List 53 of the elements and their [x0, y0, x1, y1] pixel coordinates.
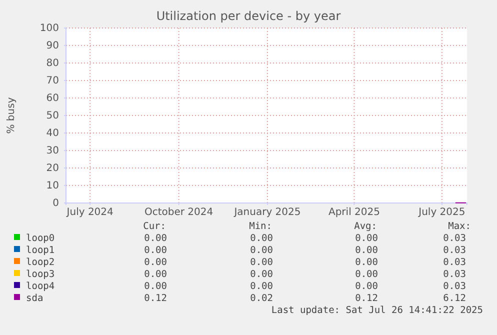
text: Avg:	[354, 221, 377, 232]
text: 0.03	[443, 233, 466, 244]
y-tick-label: 40	[46, 128, 59, 140]
legend-label: loop0	[26, 233, 55, 244]
legend-label: loop3	[26, 269, 55, 280]
legend-label: loop2	[26, 257, 55, 268]
text: 0.00	[250, 269, 274, 280]
text: 0.00	[144, 233, 168, 244]
x-tick-label: July 2025	[418, 207, 466, 218]
text: Last update: Sat Jul 26 14:41:22 2025	[271, 305, 483, 316]
text: 0.12	[144, 293, 167, 304]
text: 0.00	[355, 269, 378, 280]
text: 0.00	[250, 233, 274, 244]
text: Min:	[249, 221, 272, 232]
text: 0.00	[250, 245, 274, 256]
y-tick-label: 70	[46, 76, 59, 87]
text: 0.00	[355, 281, 378, 292]
x-tick-label: July 2024	[66, 207, 114, 218]
y-tick-label: 90	[46, 40, 59, 52]
text: 0.00	[355, 233, 378, 244]
text: 0.00	[144, 245, 168, 256]
y-tick-label: 10	[46, 180, 59, 192]
chart-title: Utilization per device - by year	[156, 9, 341, 23]
text: 0.02	[250, 293, 273, 304]
legend-label: loop1	[26, 245, 55, 256]
y-axis-title: % busy	[6, 97, 17, 134]
y-tick-label: 0	[52, 198, 59, 210]
x-tick-label: January 2025	[233, 207, 301, 218]
text: 0.03	[443, 257, 466, 268]
legend-label: loop4	[26, 281, 55, 292]
text: 0.00	[144, 281, 168, 292]
x-tick-label: October 2024	[144, 207, 214, 218]
text: 0.00	[144, 257, 168, 268]
text: 0.00	[144, 269, 168, 280]
y-tick-label: 50	[46, 110, 59, 122]
x-tick-label: April 2025	[328, 207, 380, 218]
y-tick-label: 20	[46, 163, 59, 174]
text: Max:	[448, 221, 471, 232]
text: 0.03	[443, 245, 466, 256]
legend-label: sda	[26, 293, 44, 304]
text: 0.12	[355, 293, 378, 304]
text: 0.00	[250, 257, 274, 268]
y-tick-label: 60	[46, 93, 59, 104]
y-tick-label: 30	[46, 146, 59, 157]
text: Cur:	[143, 221, 166, 232]
text: 0.00	[355, 257, 378, 268]
text: 0.03	[443, 269, 466, 280]
text: 0.00	[250, 281, 274, 292]
text: 0.00	[355, 245, 378, 256]
y-tick-label: 80	[46, 58, 59, 70]
y-tick-label: 100	[40, 23, 59, 34]
text: 6.12	[443, 293, 466, 304]
text: 0.03	[443, 281, 466, 292]
